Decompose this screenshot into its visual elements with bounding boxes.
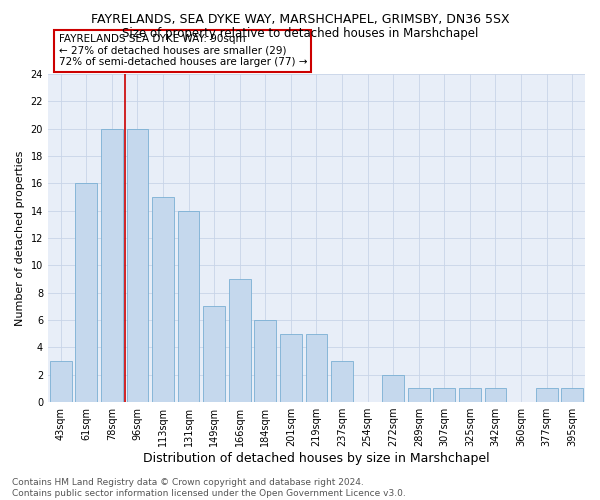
Bar (203, 306, 225, 402)
Text: Size of property relative to detached houses in Marshchapel: Size of property relative to detached ho… (122, 28, 478, 40)
Bar (229, 279, 251, 402)
X-axis label: Distribution of detached houses by size in Marshchapel: Distribution of detached houses by size … (143, 452, 490, 465)
Bar (101, 128, 123, 402)
Bar (485, 388, 506, 402)
Bar (562, 388, 583, 402)
Bar (305, 334, 328, 402)
Text: Contains HM Land Registry data © Crown copyright and database right 2024.
Contai: Contains HM Land Registry data © Crown c… (12, 478, 406, 498)
Bar (382, 374, 404, 402)
Bar (536, 388, 557, 402)
Bar (178, 210, 199, 402)
Bar (459, 388, 481, 402)
Y-axis label: Number of detached properties: Number of detached properties (15, 150, 25, 326)
Text: FAYRELANDS, SEA DYKE WAY, MARSHCHAPEL, GRIMSBY, DN36 5SX: FAYRELANDS, SEA DYKE WAY, MARSHCHAPEL, G… (91, 12, 509, 26)
Bar (408, 388, 430, 402)
Bar (331, 361, 353, 402)
Bar (50, 361, 71, 402)
Bar (254, 320, 276, 402)
Text: FAYRELANDS SEA DYKE WAY: 90sqm
← 27% of detached houses are smaller (29)
72% of : FAYRELANDS SEA DYKE WAY: 90sqm ← 27% of … (59, 34, 307, 68)
Bar (76, 184, 97, 402)
Bar (152, 197, 174, 402)
Bar (127, 128, 148, 402)
Bar (433, 388, 455, 402)
Bar (280, 334, 302, 402)
